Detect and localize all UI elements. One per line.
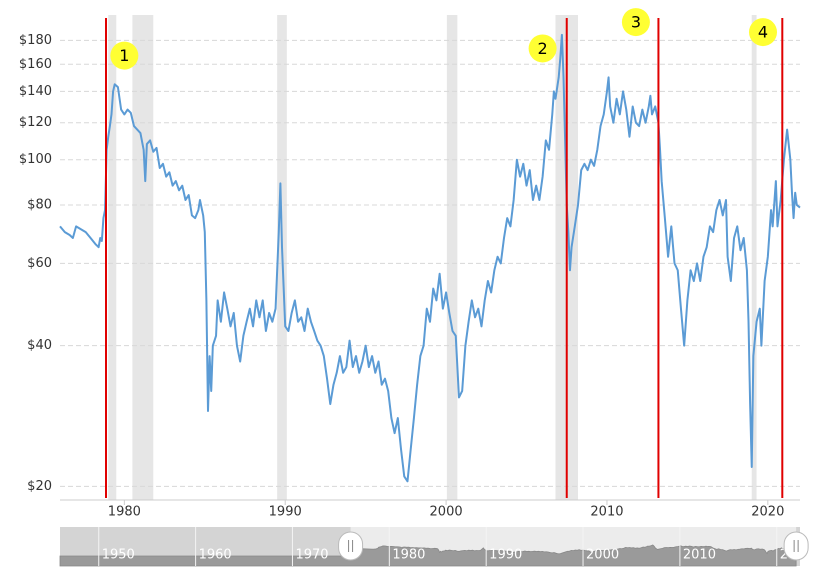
annotation-circle (749, 18, 777, 47)
y-tick-label: $80 (27, 197, 52, 212)
navigator-tick-label: 1950 (102, 548, 135, 563)
navigator-tick-label: 1980 (392, 548, 425, 563)
annotation-label: 1 (119, 46, 129, 65)
navigator-handle[interactable] (338, 531, 364, 561)
x-tick-label: 2000 (430, 505, 463, 520)
navigator: 19501960197019801990200020102020 (59, 527, 813, 567)
x-tick-label: 1990 (269, 505, 302, 520)
navigator-tick-label: 2010 (683, 548, 716, 563)
annotation-circle (110, 41, 139, 70)
y-tick-label: $100 (19, 152, 52, 167)
recession-band (108, 15, 117, 500)
annotation-label: 2 (538, 39, 548, 58)
annotation-label: 3 (631, 13, 641, 32)
y-tick-label: $40 (27, 338, 52, 353)
recession-band (446, 15, 458, 500)
handle-grip (348, 540, 354, 552)
y-tick-label: $180 (19, 33, 52, 48)
handle-grip (793, 540, 799, 552)
y-tick-label: $160 (19, 57, 52, 72)
x-tick-label: 2010 (590, 505, 623, 520)
navigator-tick-label: 1970 (295, 548, 328, 563)
recession-band (751, 15, 757, 500)
y-tick-label: $60 (27, 256, 52, 271)
y-tick-label: $140 (19, 84, 52, 99)
y-tick-label: $20 (27, 479, 52, 494)
annotation-circle (621, 8, 650, 37)
price-line (59, 33, 801, 483)
annotation-circle (528, 34, 557, 63)
recession-band (132, 15, 154, 500)
navigator-area (59, 544, 797, 567)
x-tick-label: 2020 (751, 505, 784, 520)
navigator-tick-label: 2000 (586, 548, 619, 563)
navigator-tick-label: 1990 (489, 548, 522, 563)
navigator-handle[interactable] (783, 531, 809, 561)
y-tick-label: $120 (19, 115, 52, 130)
annotation-label: 4 (758, 23, 768, 42)
x-tick-label: 1980 (108, 505, 141, 520)
navigator-tick-label: 1960 (199, 548, 232, 563)
